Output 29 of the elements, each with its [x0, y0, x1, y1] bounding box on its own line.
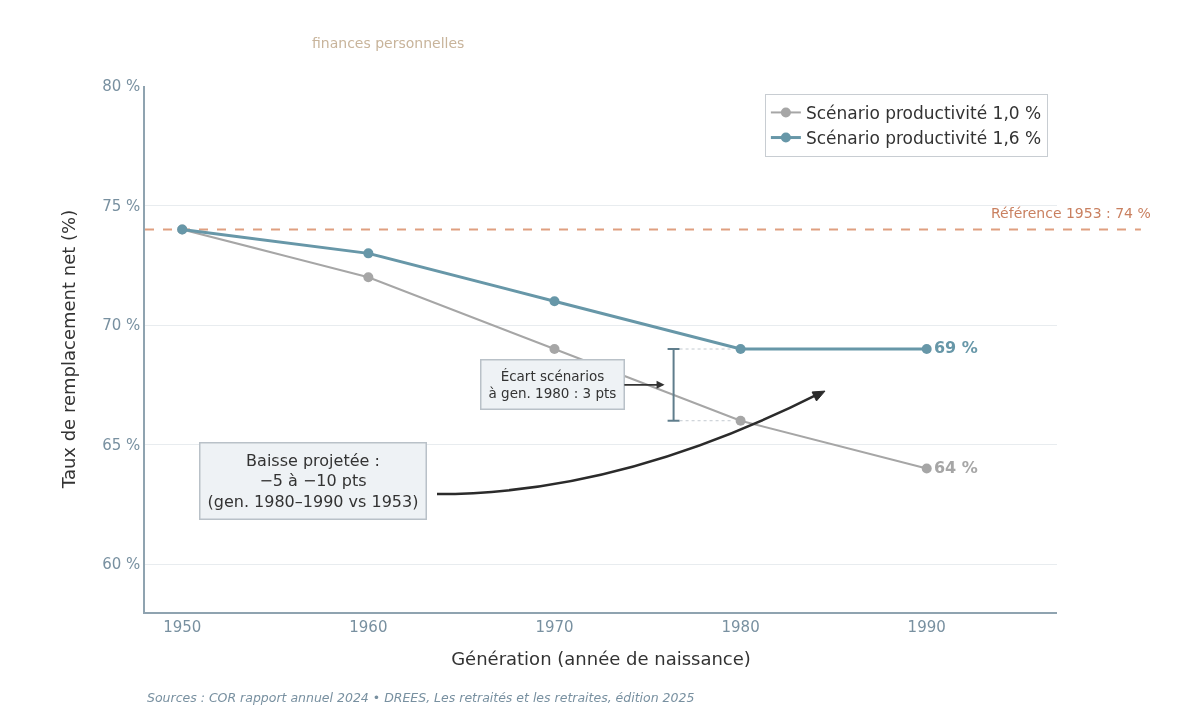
- legend-label: Scénario productivité 1,0 %: [805, 103, 1042, 124]
- data-label: 69 %: [933, 338, 978, 357]
- x-tick-label: 1970: [535, 617, 574, 636]
- y-axis-title: Taux de remplacement net (%): [57, 209, 79, 490]
- y-tick-label: 80 %: [102, 77, 141, 96]
- y-tick-label: 75 %: [102, 196, 141, 215]
- point: [363, 248, 374, 259]
- y-tick-label: 60 %: [102, 555, 141, 574]
- source-note: Sources : COR rapport annuel 2024 • DREES, Les retraités et les retraites, édition 2025: [147, 690, 695, 705]
- point: [549, 296, 560, 307]
- point: [363, 272, 374, 283]
- x-tick-label: 1950: [163, 617, 202, 636]
- chart-subtitle: finances personnelles: [312, 35, 465, 51]
- x-tick-label: 1960: [349, 617, 388, 636]
- y-tick-label: 65 %: [102, 435, 141, 454]
- x-axis-title: Génération (année de naissance): [451, 648, 751, 670]
- ref-line-label: Référence 1953 : 74 %: [991, 205, 1151, 221]
- legend-label: Scénario productivité 1,6 %: [805, 128, 1042, 149]
- point: [549, 344, 560, 354]
- annotation: Écart scénarios à gen. 1980 : 3 pts: [488, 367, 617, 402]
- point: [735, 415, 746, 426]
- y-tick-label: 70 %: [102, 316, 141, 335]
- point: [921, 463, 932, 474]
- point: [735, 344, 746, 354]
- x-tick-label: 1980: [721, 617, 760, 636]
- point: [921, 344, 932, 354]
- x-tick-label: 1990: [907, 617, 946, 636]
- data-label: 64 %: [933, 457, 978, 477]
- annotation: Baisse projetée : −5 à −10 pts (gen. 1980–1990 vs 1953): [207, 450, 419, 512]
